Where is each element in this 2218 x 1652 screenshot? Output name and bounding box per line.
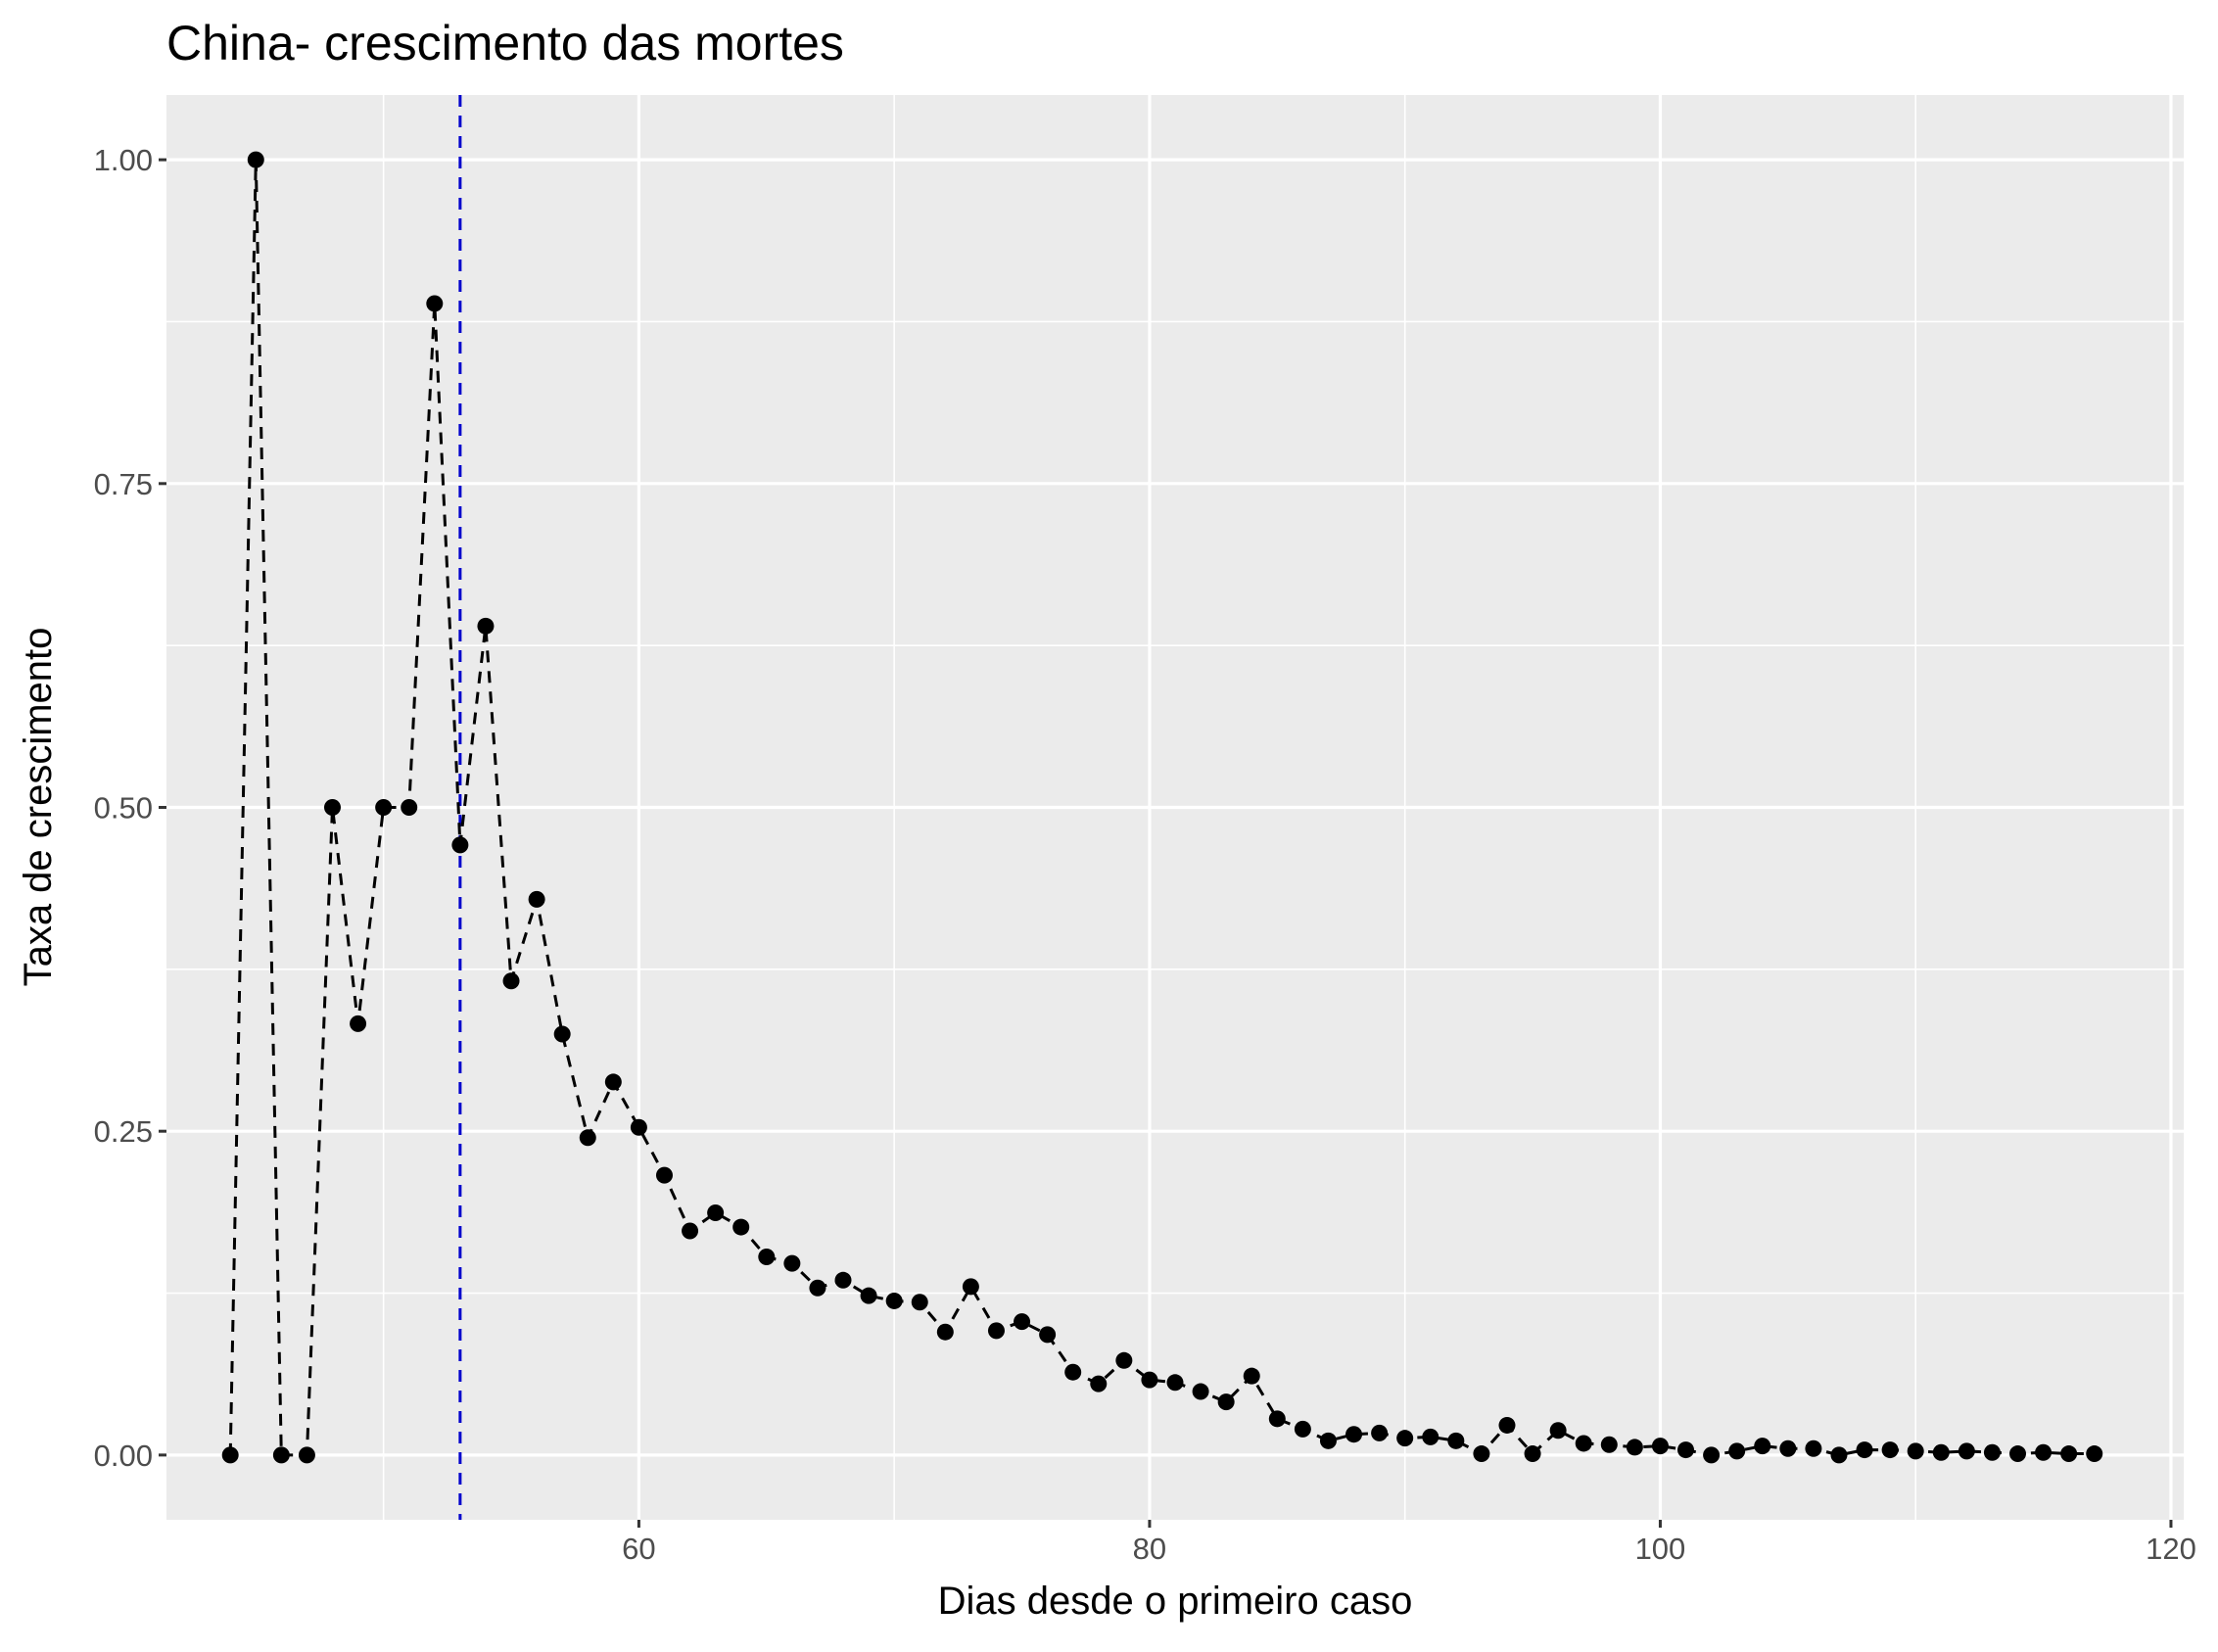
data-point xyxy=(911,1294,928,1311)
data-point xyxy=(502,972,520,990)
data-point xyxy=(1473,1445,1490,1463)
data-point xyxy=(1626,1439,1643,1456)
data-point xyxy=(221,1446,239,1464)
series-line xyxy=(228,160,2095,1457)
data-point xyxy=(1907,1442,1924,1460)
series-layer xyxy=(221,151,2103,1464)
data-point xyxy=(1549,1422,1567,1440)
data-point xyxy=(1268,1410,1286,1428)
data-point xyxy=(1014,1313,1031,1331)
data-point xyxy=(1498,1416,1516,1434)
data-point xyxy=(1728,1442,1746,1460)
data-point xyxy=(604,1073,622,1091)
data-point xyxy=(272,1446,290,1464)
data-point xyxy=(247,151,264,168)
data-point xyxy=(1422,1428,1439,1445)
data-point xyxy=(1856,1441,1873,1459)
data-point xyxy=(1754,1438,1771,1455)
data-point xyxy=(630,1118,647,1136)
data-point xyxy=(1805,1440,1822,1457)
x-tick-label: 100 xyxy=(1635,1532,1686,1566)
data-point xyxy=(401,799,418,816)
x-tick-label: 80 xyxy=(1133,1532,1166,1566)
data-point xyxy=(1090,1375,1108,1392)
data-point xyxy=(1064,1363,1082,1381)
data-point xyxy=(1600,1436,1618,1453)
data-point xyxy=(1524,1445,1541,1463)
data-point xyxy=(936,1323,954,1341)
data-point xyxy=(1881,1441,1899,1459)
y-axis: 0.00 0.25 0.50 0.75 1.00 xyxy=(94,143,166,1473)
data-point xyxy=(1575,1435,1592,1452)
y-axis-title: Taxa de crescimento xyxy=(17,628,60,987)
data-point xyxy=(1396,1430,1414,1447)
data-point xyxy=(2035,1443,2053,1461)
data-point xyxy=(579,1129,596,1147)
data-point xyxy=(962,1278,979,1296)
data-point xyxy=(1830,1446,1848,1464)
data-point xyxy=(1345,1426,1363,1443)
data-point xyxy=(809,1279,826,1297)
data-point xyxy=(707,1204,725,1222)
data-point xyxy=(1192,1383,1209,1400)
data-point xyxy=(323,799,341,816)
data-point xyxy=(1651,1438,1669,1455)
data-point xyxy=(758,1248,776,1265)
data-point xyxy=(1217,1393,1235,1411)
y-tick-label: 0.00 xyxy=(94,1439,153,1473)
data-point xyxy=(1447,1432,1465,1449)
data-point xyxy=(1958,1442,1975,1460)
y-tick-label: 0.50 xyxy=(94,791,153,826)
data-point xyxy=(1677,1441,1695,1459)
data-point xyxy=(732,1218,750,1236)
data-point xyxy=(1703,1446,1721,1464)
major-gridlines xyxy=(166,95,2184,1520)
data-point xyxy=(375,799,393,816)
y-tick-label: 0.75 xyxy=(94,467,153,501)
data-point xyxy=(885,1292,903,1309)
data-point xyxy=(1141,1371,1158,1389)
data-point xyxy=(1319,1432,1337,1449)
data-point xyxy=(2060,1445,2078,1463)
data-point xyxy=(477,617,495,635)
chart-title: China- crescimento das mortes xyxy=(166,16,844,71)
data-point xyxy=(783,1254,801,1272)
data-point xyxy=(2009,1445,2027,1463)
data-point xyxy=(1779,1440,1797,1457)
data-point xyxy=(682,1222,699,1240)
x-tick-label: 120 xyxy=(2146,1532,2196,1566)
x-tick-label: 60 xyxy=(622,1532,655,1566)
data-point xyxy=(860,1287,877,1304)
data-point xyxy=(350,1015,367,1032)
y-tick-label: 1.00 xyxy=(94,143,153,177)
x-axis: 60 80 100 120 xyxy=(622,1520,2196,1566)
data-point xyxy=(2086,1445,2103,1463)
data-point xyxy=(834,1271,852,1289)
data-point xyxy=(1166,1374,1184,1392)
data-point xyxy=(1039,1326,1057,1344)
data-point xyxy=(451,836,469,854)
data-point xyxy=(528,890,545,908)
data-point xyxy=(1243,1367,1260,1385)
data-point xyxy=(1294,1420,1311,1438)
data-point xyxy=(1115,1351,1133,1369)
data-point xyxy=(298,1446,315,1464)
data-point xyxy=(1371,1424,1389,1441)
data-point xyxy=(987,1322,1005,1340)
data-point xyxy=(1932,1443,1950,1461)
data-point xyxy=(655,1166,673,1184)
data-point xyxy=(426,295,444,312)
data-point xyxy=(553,1025,571,1043)
y-tick-label: 0.25 xyxy=(94,1114,153,1149)
data-point xyxy=(1983,1443,2001,1461)
x-axis-title: Dias desde o primeiro caso xyxy=(938,1580,1413,1623)
